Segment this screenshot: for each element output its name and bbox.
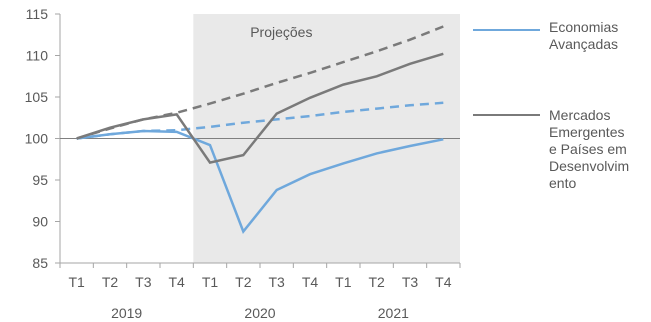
legend-label-line: e Países em [549, 141, 627, 157]
x-tick-label: T2 [368, 274, 385, 290]
legend-label: Mercados Emergentes e Países em Desenvolvim… [549, 107, 629, 192]
x-tick-label: T3 [268, 274, 285, 290]
projection-label: Projeções [250, 24, 312, 40]
legend-label-line: Mercados [549, 107, 611, 123]
legend-label-line: Desenvolvim [549, 158, 630, 174]
x-tick-label: T3 [402, 274, 419, 290]
legend-label-line: Avançadas [549, 36, 619, 52]
legend-label-line: ento [549, 175, 577, 191]
x-tick-label: T4 [302, 274, 319, 290]
y-tick-label: 90 [32, 214, 48, 230]
legend-label-line: Emergentes [549, 124, 625, 140]
year-label: 2021 [378, 305, 409, 321]
y-tick-label: 85 [32, 255, 48, 271]
x-tick-label: T2 [102, 274, 119, 290]
y-tick-label: 115 [26, 6, 49, 22]
legend-label-line: Economias [549, 19, 619, 35]
series-layer [76, 25, 444, 234]
series-line-1 [76, 52, 444, 165]
series-line-0 [76, 129, 444, 234]
legend-label: Economias Avançadas [549, 19, 618, 53]
year-label: 2020 [244, 305, 275, 321]
x-tick-label: T4 [168, 274, 185, 290]
x-tick-label: T1 [335, 274, 352, 290]
x-tick-label: T2 [235, 274, 252, 290]
y-tick-label: 100 [25, 131, 49, 147]
tick-labels: 85 90 95 100 105 110 115 T1 T2 T3 T4 T1 T2 T3 T4 T1 T2 T3… [25, 6, 452, 321]
x-tick-label: T3 [135, 274, 152, 290]
y-tick-label: 95 [32, 172, 48, 188]
legend-swatch [473, 29, 540, 31]
year-label: 2019 [111, 305, 142, 321]
x-tick-label: T4 [435, 274, 452, 290]
x-tick-label: T1 [202, 274, 219, 290]
legend-swatch [473, 114, 540, 116]
y-tick-label: 110 [26, 48, 49, 64]
y-tick-label: 105 [25, 89, 49, 105]
axes [55, 13, 461, 268]
x-tick-label: T1 [68, 274, 85, 290]
